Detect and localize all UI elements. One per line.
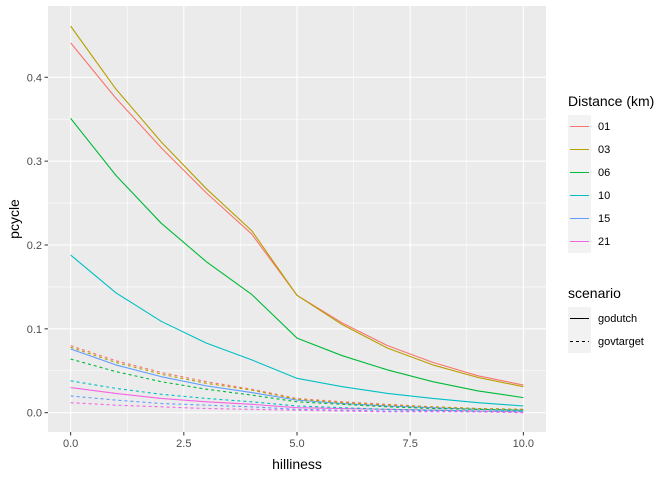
series-line-03-godutch: [70, 25, 524, 388]
series-line-10-govtarget: [70, 380, 524, 412]
x-tick-label: 10.0: [513, 438, 534, 450]
legend-title-linetype: scenario: [568, 285, 621, 301]
legend-title-color: Distance (km): [568, 93, 654, 109]
y-axis-title: pcycle: [6, 199, 22, 239]
x-tick-label: 5.0: [289, 438, 304, 450]
legend: Distance (km) 01 03 06 10 15 21 scenario godutch…: [568, 93, 654, 353]
legend-label: 03: [598, 144, 610, 156]
x-axis: 0.0 2.5 5.0 7.5 10.0: [63, 432, 534, 450]
legend-label: 21: [598, 236, 610, 248]
legend-label: 06: [598, 167, 610, 179]
legend-label: govtarget: [598, 336, 644, 348]
x-axis-title: hilliness: [272, 456, 322, 472]
series-line-01-govtarget: [70, 345, 524, 410]
x-tick-label: 7.5: [403, 438, 418, 450]
y-tick-label: 0.0: [27, 408, 42, 420]
grid-major: [48, 6, 546, 432]
legend-key-box: [568, 330, 591, 353]
legend-label: godutch: [598, 313, 637, 325]
y-axis: 0.0 0.1 0.2 0.3 0.4: [27, 72, 48, 420]
series-layer: [70, 25, 524, 414]
series-line-06-godutch: [70, 118, 524, 399]
legend-label: 01: [598, 121, 610, 133]
series-line-03-govtarget: [70, 346, 524, 410]
y-tick-label: 0.3: [27, 156, 42, 168]
x-tick-label: 0.0: [63, 438, 78, 450]
legend-label: 10: [598, 190, 610, 202]
y-tick-label: 0.1: [27, 324, 42, 336]
legend-label: 15: [598, 213, 610, 225]
series-line-15-godutch: [70, 348, 524, 411]
series-line-10-godutch: [70, 254, 524, 407]
x-tick-label: 2.5: [176, 438, 191, 450]
series-line-06-govtarget: [70, 358, 524, 411]
y-tick-label: 0.2: [27, 240, 42, 252]
y-tick-label: 0.4: [27, 72, 42, 84]
